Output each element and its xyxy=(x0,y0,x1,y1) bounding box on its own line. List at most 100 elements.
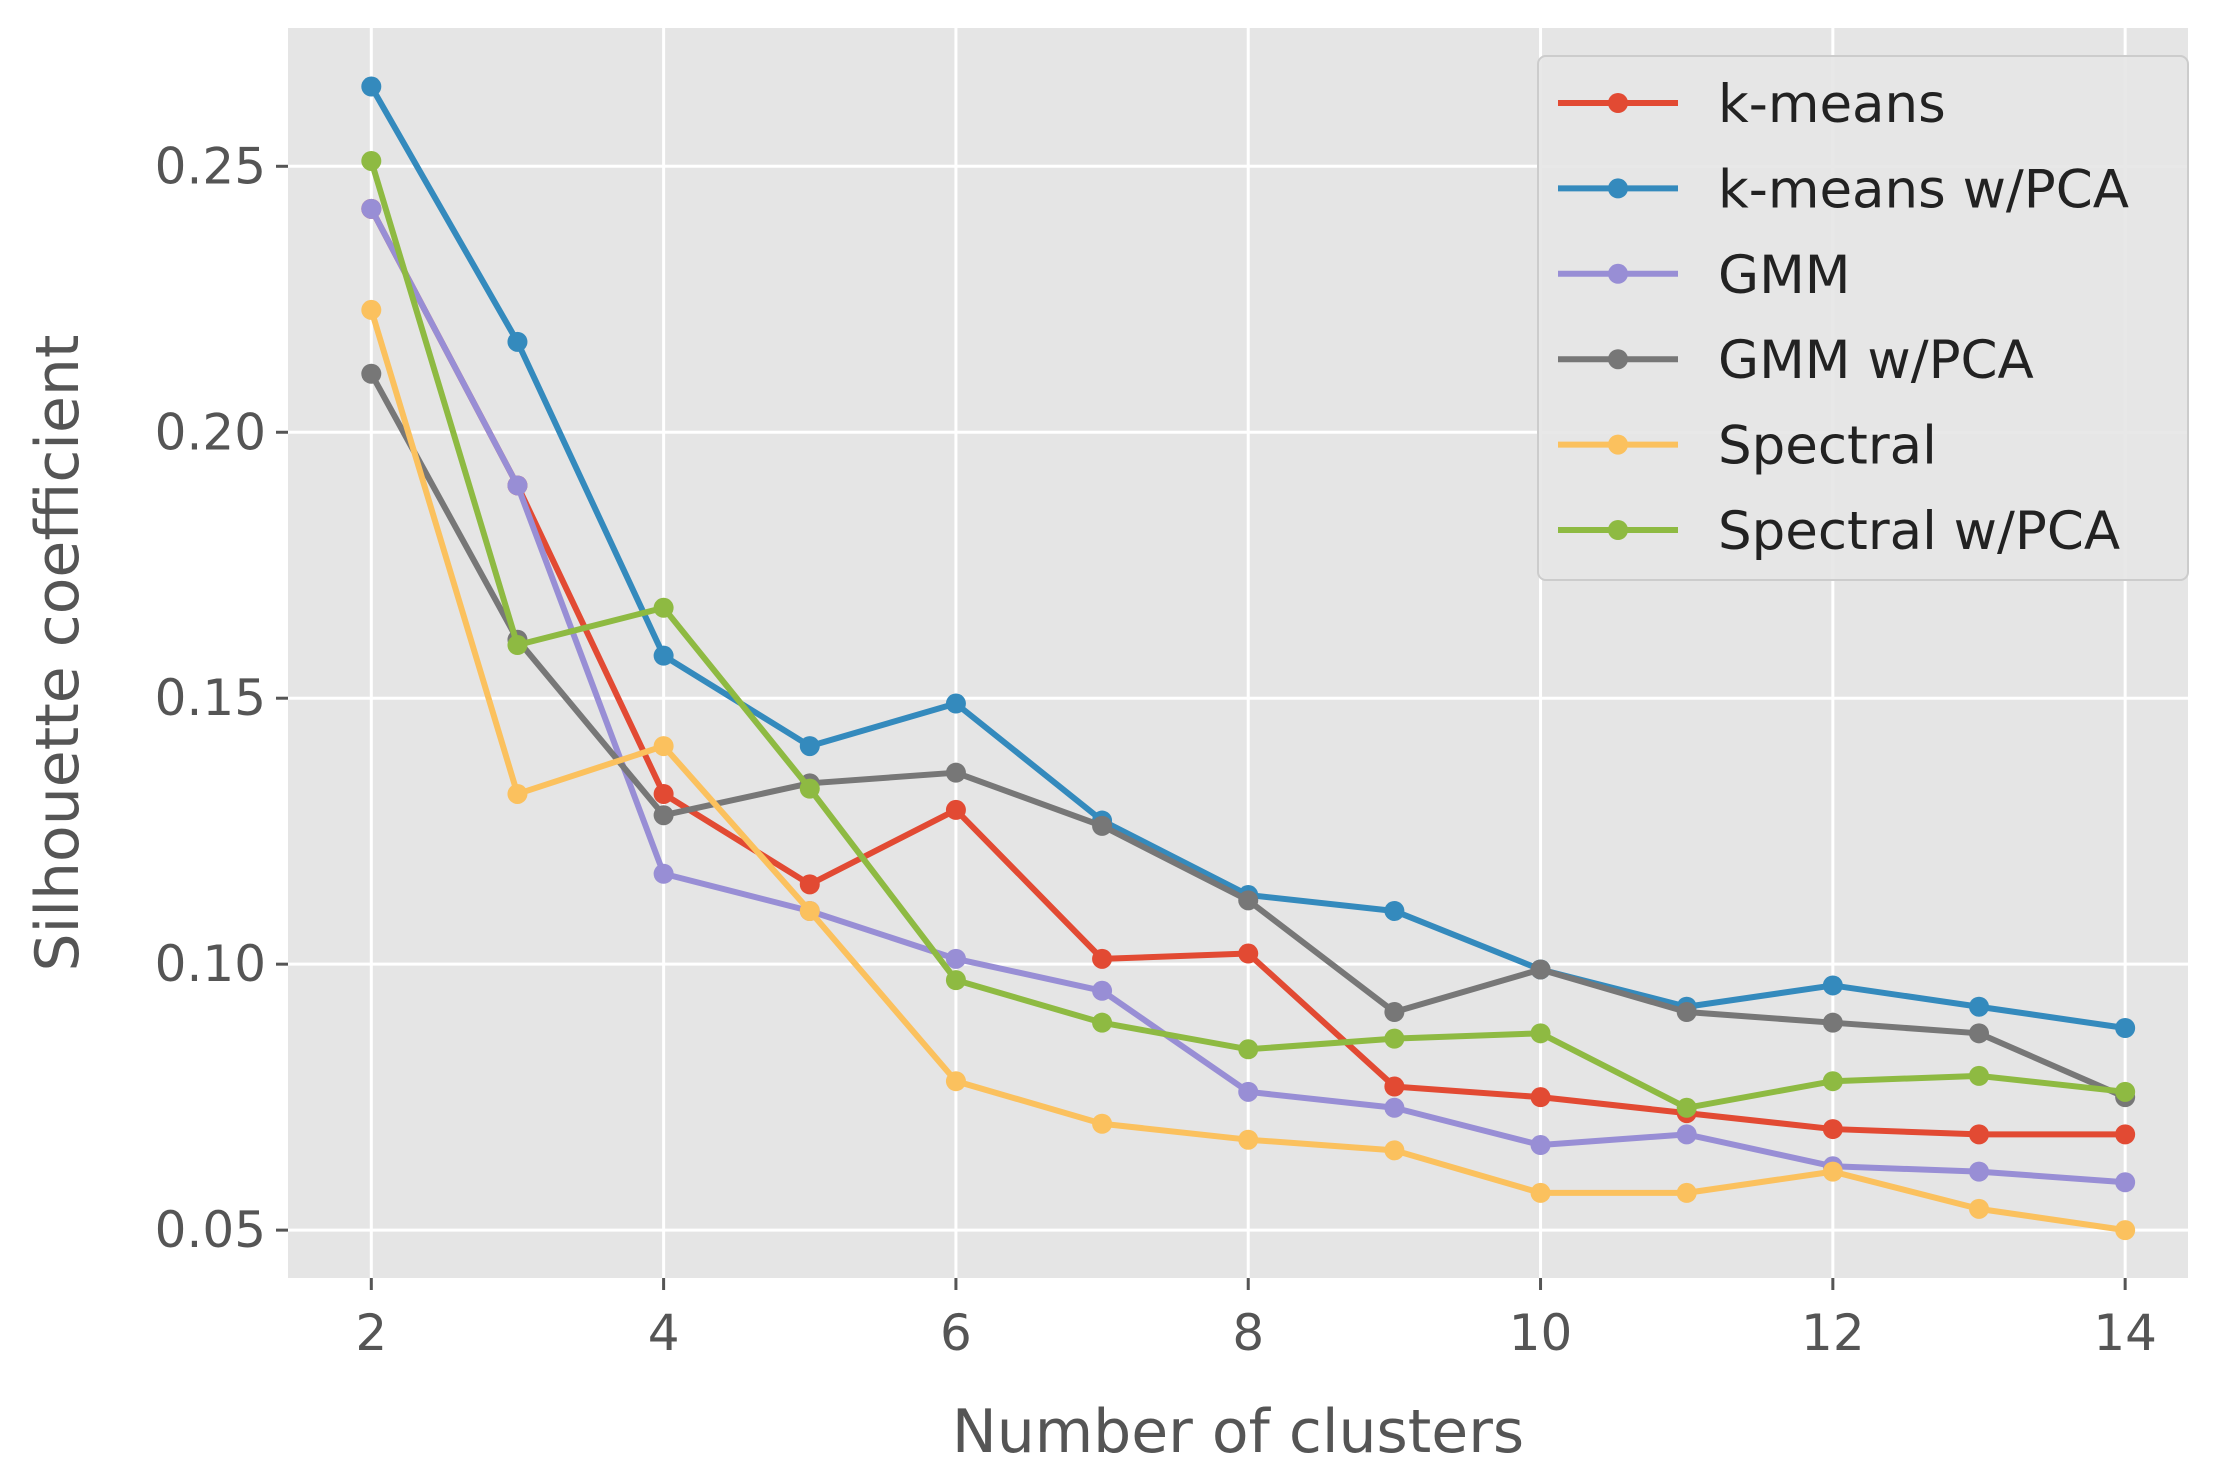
legend-item: Spectral xyxy=(1558,416,1937,477)
data-point xyxy=(1822,975,1843,996)
series-lines xyxy=(361,76,2136,1241)
y-axis-label: Silhouette coefficient xyxy=(23,335,93,972)
data-point xyxy=(653,645,674,666)
data-point xyxy=(361,299,382,320)
legend-marker xyxy=(1608,178,1628,199)
data-point xyxy=(799,900,820,921)
data-point xyxy=(945,1071,966,1092)
x-axis-label: Number of clusters xyxy=(952,1397,1524,1467)
data-point xyxy=(361,76,382,97)
data-point xyxy=(799,736,820,757)
data-point xyxy=(1822,1071,1843,1092)
x-tick-label: 6 xyxy=(940,1304,972,1362)
data-point xyxy=(1384,1140,1405,1161)
data-point xyxy=(2115,1018,2136,1038)
data-point xyxy=(1238,943,1259,964)
data-point xyxy=(653,597,674,618)
legend-marker xyxy=(1608,349,1628,370)
legend-item: GMM xyxy=(1558,245,1851,306)
legend-label: GMM xyxy=(1718,245,1851,306)
x-axis-ticks: 2 4 6 8 10 12 14 xyxy=(355,1278,2157,1362)
data-point xyxy=(1969,1198,1989,1219)
y-tick-label: 0.25 xyxy=(155,137,266,195)
data-point xyxy=(945,970,966,991)
data-point xyxy=(1092,948,1113,969)
data-point xyxy=(945,799,966,820)
legend-marker xyxy=(1608,434,1628,455)
data-point xyxy=(2115,1220,2136,1241)
data-point xyxy=(1384,1097,1405,1118)
data-point xyxy=(1092,980,1113,1001)
data-point xyxy=(1969,1124,1989,1145)
x-tick-label: 10 xyxy=(1509,1304,1573,1362)
data-point xyxy=(1969,996,1989,1017)
y-tick-label: 0.15 xyxy=(155,669,266,727)
data-point xyxy=(1238,890,1259,911)
data-point xyxy=(507,475,528,496)
data-point xyxy=(1822,1012,1843,1033)
y-tick-label: 0.05 xyxy=(155,1201,266,1259)
data-point xyxy=(945,948,966,969)
data-point xyxy=(507,783,528,804)
legend-item: GMM w/PCA xyxy=(1558,330,2034,391)
legend-label: GMM w/PCA xyxy=(1718,330,2034,391)
legend-item: k-means w/PCA xyxy=(1558,159,2129,220)
data-point xyxy=(1822,1119,1843,1140)
data-point xyxy=(1238,1039,1259,1060)
data-point xyxy=(653,863,674,884)
data-point xyxy=(507,331,528,352)
data-point xyxy=(1530,1023,1551,1044)
data-point xyxy=(1238,1081,1259,1102)
series-spectral xyxy=(361,299,2136,1241)
data-point xyxy=(945,693,966,714)
data-point xyxy=(653,783,674,804)
legend: k-means k-means w/PCA GMM GMM w/PCA Spectral… xyxy=(1537,55,2189,581)
data-point xyxy=(1384,900,1405,921)
data-point xyxy=(1384,1002,1405,1023)
data-point xyxy=(1969,1161,1989,1182)
legend-label: Spectral xyxy=(1718,416,1937,477)
data-point xyxy=(1676,1002,1697,1023)
data-point xyxy=(361,150,382,171)
data-point xyxy=(799,874,820,895)
data-point xyxy=(361,363,382,384)
data-point xyxy=(1384,1028,1405,1049)
data-point xyxy=(653,736,674,757)
legend-marker xyxy=(1608,520,1628,540)
data-point xyxy=(1384,1076,1405,1097)
legend-item: Spectral w/PCA xyxy=(1558,501,2120,562)
data-point xyxy=(653,805,674,826)
data-point xyxy=(2115,1124,2136,1145)
data-point xyxy=(1676,1124,1697,1145)
series-spectral-w-pca xyxy=(361,150,2136,1118)
data-point xyxy=(2115,1081,2136,1102)
data-point xyxy=(361,198,382,219)
data-point xyxy=(1676,1182,1697,1203)
data-point xyxy=(1530,1182,1551,1203)
x-tick-label: 14 xyxy=(2093,1304,2157,1362)
data-point xyxy=(507,635,528,656)
data-point xyxy=(1530,1087,1551,1108)
data-point xyxy=(1092,1113,1113,1134)
legend-marker xyxy=(1608,263,1628,284)
y-tick-label: 0.20 xyxy=(155,403,266,461)
data-point xyxy=(1530,959,1551,980)
data-point xyxy=(945,762,966,783)
data-point xyxy=(1676,1097,1697,1118)
y-tick-label: 0.10 xyxy=(155,935,266,993)
data-point xyxy=(1822,1161,1843,1182)
data-point xyxy=(1092,815,1113,836)
data-point xyxy=(1530,1135,1551,1156)
data-point xyxy=(1969,1065,1989,1086)
data-point xyxy=(1238,1129,1259,1150)
y-axis-ticks: 0.05 0.10 0.15 0.20 0.25 xyxy=(155,137,288,1259)
data-point xyxy=(799,778,820,799)
data-point xyxy=(2115,1172,2136,1193)
data-point xyxy=(1092,1012,1113,1033)
data-point xyxy=(1969,1023,1989,1044)
legend-label: k-means w/PCA xyxy=(1718,159,2129,220)
legend-frame xyxy=(1537,55,2189,581)
legend-label: Spectral w/PCA xyxy=(1718,501,2120,562)
legend-marker xyxy=(1608,93,1628,113)
